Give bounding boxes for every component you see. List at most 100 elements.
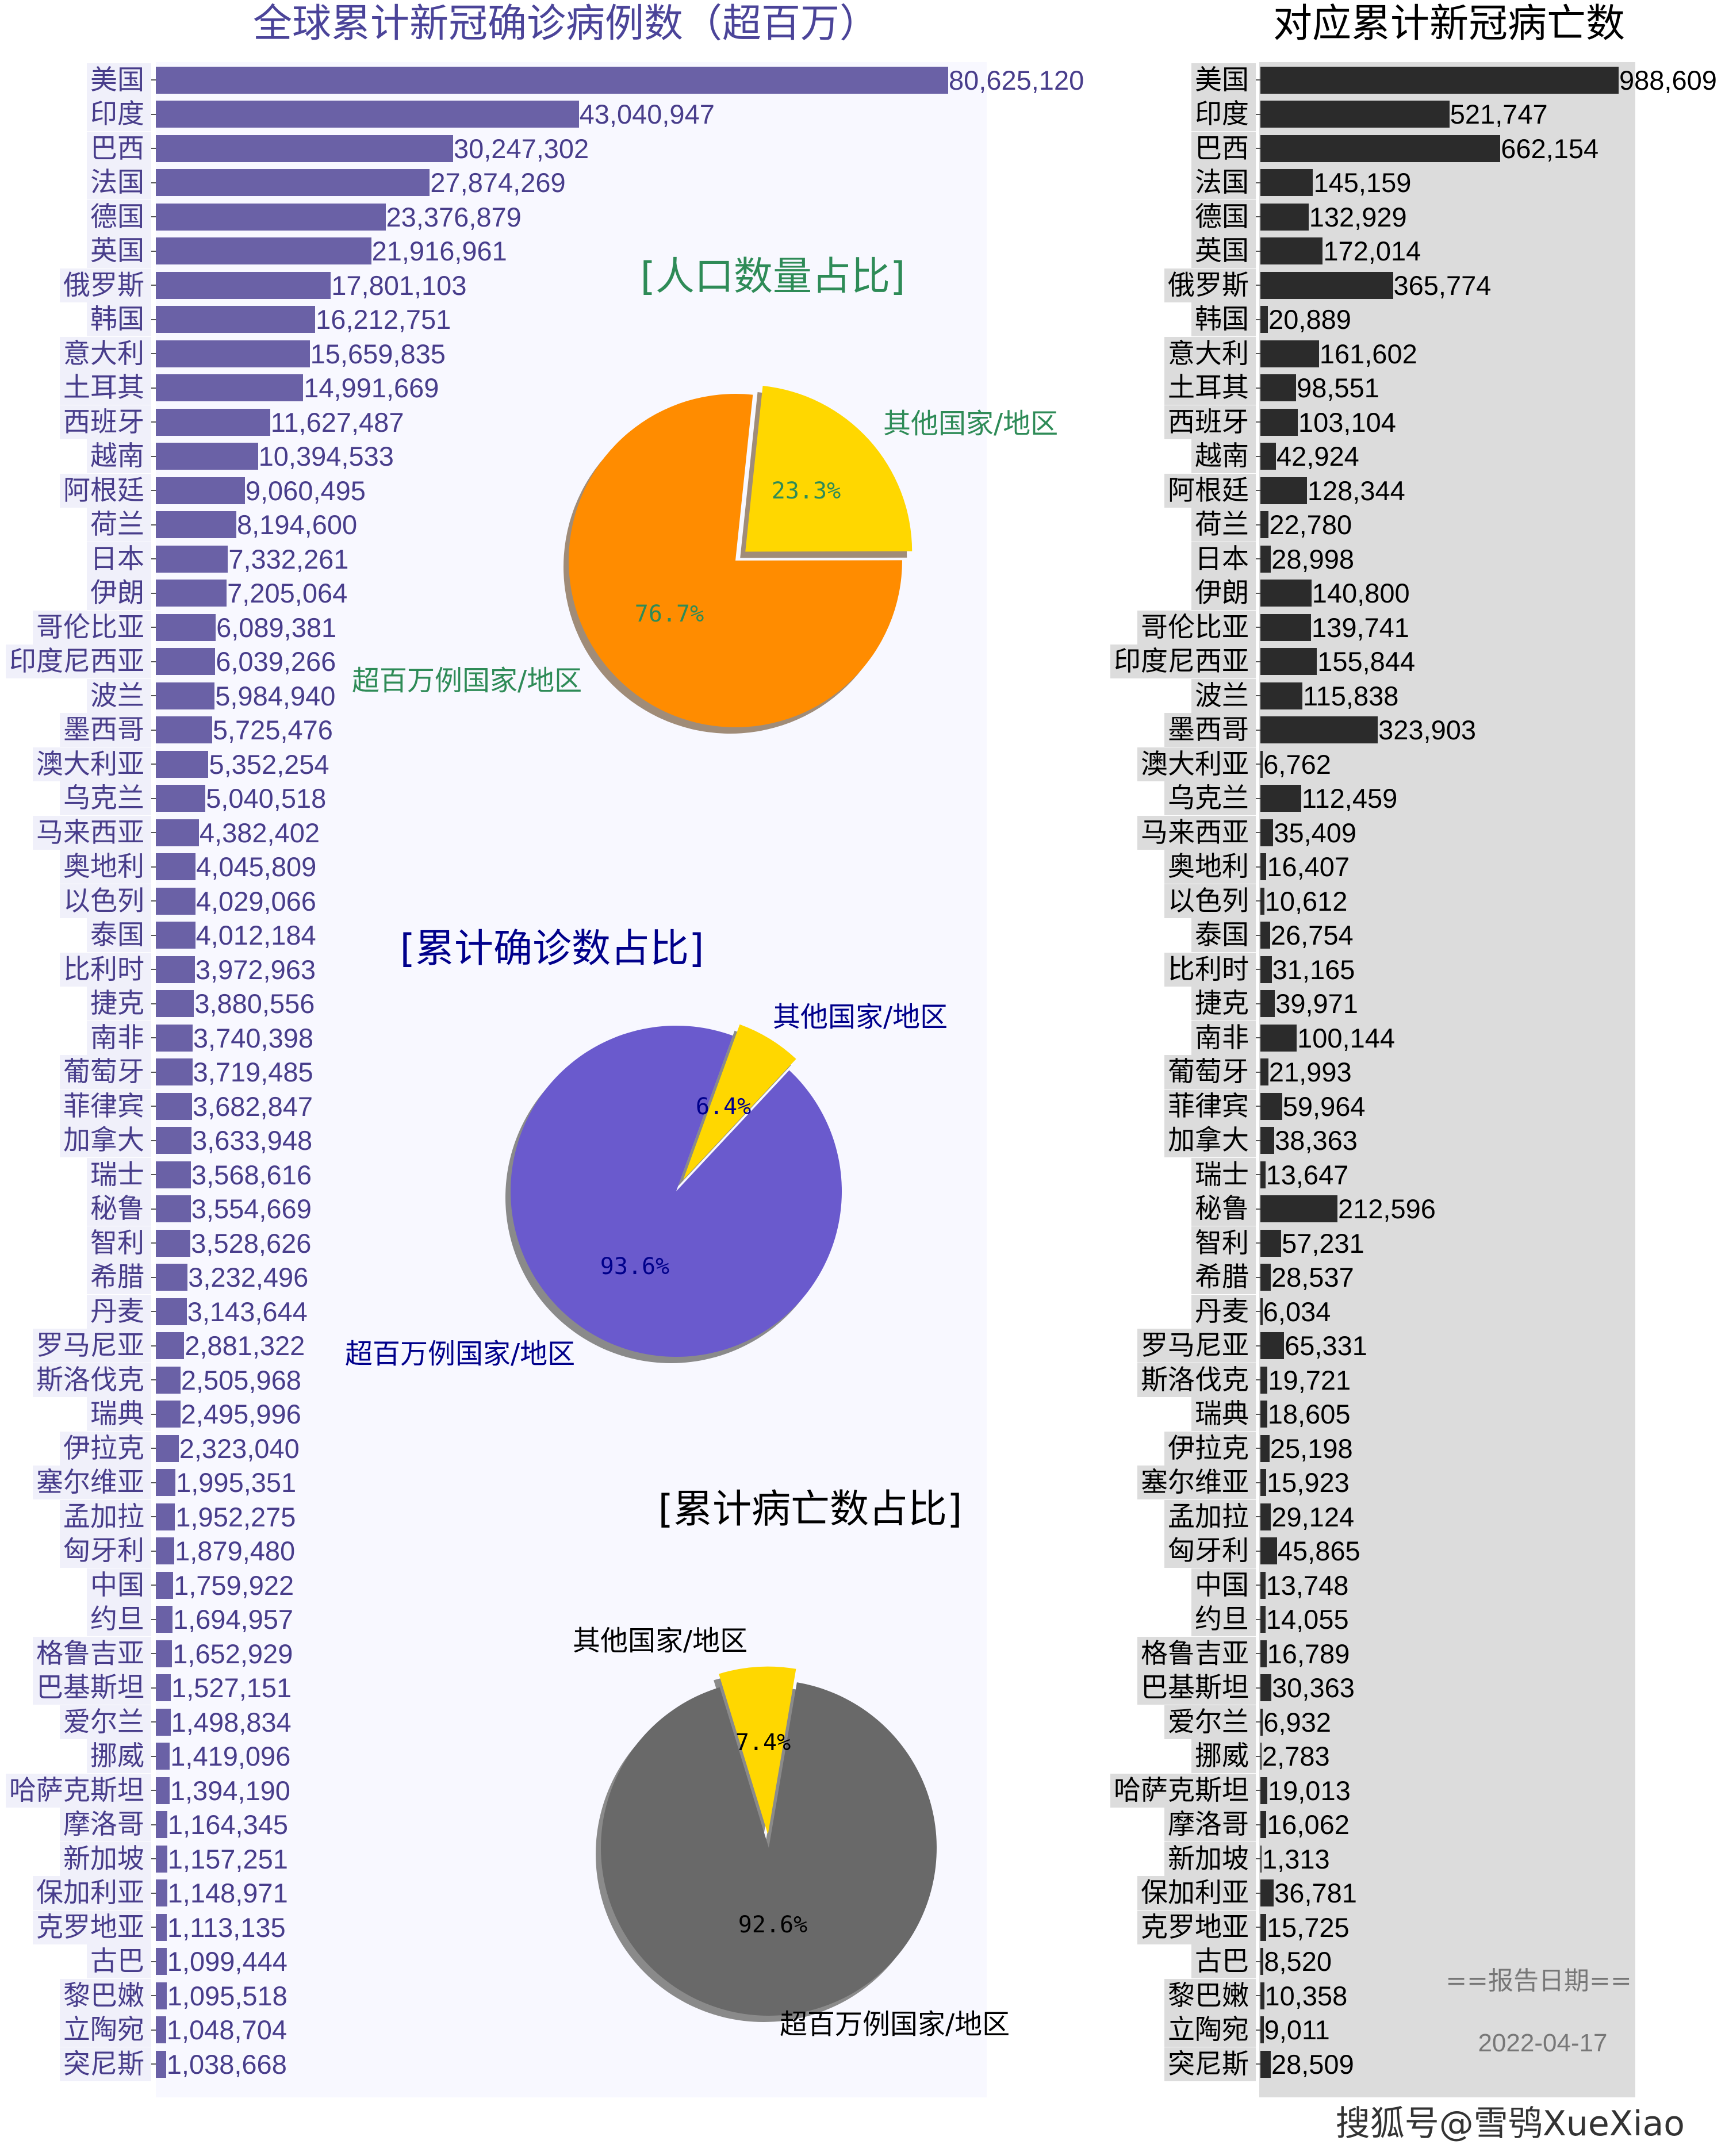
deaths-pie-label-other: 其他国家/地区 <box>573 1625 748 1657</box>
cases-category-label: 美国 <box>87 63 151 97</box>
deaths-value-label: 35,409 <box>1274 817 1357 848</box>
cases-tick <box>151 524 156 525</box>
cases-bar <box>156 1743 170 1770</box>
cases-category-label: 澳大利亚 <box>33 747 151 781</box>
deaths-tick <box>1256 1892 1260 1894</box>
deaths-value-label: 139,741 <box>1312 612 1409 643</box>
deaths-category-label: 乌克兰 <box>1164 781 1256 815</box>
deaths-category-label: 南非 <box>1191 1021 1256 1055</box>
cases-bar <box>156 2016 166 2043</box>
deaths-bar <box>1260 1127 1275 1154</box>
cases-category-label: 立陶宛 <box>60 2013 151 2047</box>
deaths-value-label: 28,537 <box>1271 1262 1354 1292</box>
deaths-category-label: 波兰 <box>1191 678 1256 713</box>
cases-value-label: 3,143,644 <box>187 1296 308 1327</box>
cases-value-label: 7,332,261 <box>228 543 349 574</box>
deaths-bar <box>1260 237 1323 264</box>
deaths-bar <box>1260 2050 1271 2078</box>
deaths-tick <box>1256 421 1260 423</box>
cases-category-label: 巴西 <box>87 131 151 166</box>
cases-tick <box>151 1858 156 1859</box>
cases-tick <box>151 1003 156 1004</box>
cases-tick <box>151 285 156 286</box>
deaths-category-label: 立陶宛 <box>1164 2013 1256 2047</box>
cases-tick <box>151 866 156 868</box>
deaths-category-label: 伊拉克 <box>1164 1431 1256 1466</box>
deaths-value-label: 6,932 <box>1263 1706 1331 1737</box>
deaths-category-label: 新加坡 <box>1164 1842 1256 1876</box>
deaths-value-label: 212,596 <box>1337 1194 1436 1224</box>
deaths-value-label: 145,159 <box>1313 167 1412 198</box>
deaths-value-label: 59,964 <box>1282 1091 1366 1122</box>
deaths-category-label: 以色列 <box>1164 884 1256 918</box>
deaths-bar <box>1260 1024 1297 1052</box>
deaths-tick <box>1256 1687 1260 1689</box>
deaths-tick <box>1256 1858 1260 1859</box>
cases-value-label: 7,205,064 <box>227 578 348 608</box>
cases-bar <box>156 1674 171 1701</box>
cases-category-label: 俄罗斯 <box>60 268 151 302</box>
cases-value-label: 1,148,971 <box>167 1878 288 1908</box>
cases-category-label: 斯洛伐克 <box>33 1363 151 1397</box>
cases-tick <box>151 1790 156 1791</box>
cases-category-label: 希腊 <box>87 1260 151 1294</box>
cases-value-label: 14,991,669 <box>304 373 439 403</box>
deaths-bar <box>1260 1640 1267 1667</box>
cases-value-label: 1,995,351 <box>176 1467 297 1498</box>
deaths-tick <box>1256 250 1260 252</box>
deaths-tick <box>1256 592 1260 594</box>
deaths-bar <box>1260 1571 1266 1599</box>
deaths-bar <box>1260 340 1319 367</box>
cases-tick <box>151 764 156 765</box>
deaths-tick <box>1256 2063 1260 2065</box>
cases-chart-title: 全球累计新冠确诊病例数（超百万） <box>252 1 879 47</box>
cases-category-label: 奥地利 <box>60 850 151 884</box>
cases-category-label: 约旦 <box>87 1602 151 1636</box>
deaths-category-label: 伊朗 <box>1191 576 1256 610</box>
cases-tick <box>151 558 156 559</box>
cases-value-label: 15,659,835 <box>310 338 446 369</box>
deaths-value-label: 521,747 <box>1450 99 1548 129</box>
cases-tick <box>151 969 156 970</box>
deaths-bar <box>1260 545 1271 573</box>
cases-bar <box>156 1811 167 1838</box>
cases-tick <box>151 1550 156 1552</box>
cases-bar <box>156 1092 192 1120</box>
deaths-category-label: 马来西亚 <box>1137 815 1256 850</box>
cases-tick <box>151 832 156 833</box>
cases-pie-pct-major: 93.6% <box>600 1253 670 1280</box>
deaths-bar <box>1260 1708 1263 1736</box>
deaths-bar <box>1260 1195 1337 1222</box>
cases-value-label: 4,045,809 <box>196 851 317 882</box>
population-pie-slice-major <box>569 394 902 728</box>
cases-value-label: 1,652,929 <box>172 1638 293 1669</box>
deaths-bar <box>1260 1469 1267 1496</box>
cases-pie-label-other: 其他国家/地区 <box>773 1001 948 1033</box>
deaths-value-label: 128,344 <box>1307 475 1405 506</box>
deaths-bar <box>1260 2016 1264 2043</box>
cases-value-label: 4,382,402 <box>199 817 320 848</box>
deaths-tick <box>1256 1618 1260 1620</box>
cases-tick <box>151 1379 156 1380</box>
cases-value-label: 3,554,669 <box>191 1194 312 1224</box>
report-date-heading: ==报告日期== <box>1446 1966 1632 1996</box>
deaths-value-label: 29,124 <box>1271 1501 1355 1532</box>
cases-bar <box>156 511 237 538</box>
cases-value-label: 2,323,040 <box>179 1433 300 1464</box>
deaths-tick <box>1256 1653 1260 1654</box>
cases-tick <box>151 1276 156 1278</box>
deaths-bar <box>1260 1845 1262 1873</box>
cases-tick <box>151 2029 156 2031</box>
deaths-bar <box>1260 1401 1267 1428</box>
cases-tick <box>151 1140 156 1141</box>
deaths-bar <box>1260 1948 1264 1975</box>
cases-bar <box>156 1640 172 1667</box>
cases-bar <box>156 613 216 641</box>
deaths-category-label: 格鲁吉亚 <box>1137 1636 1256 1671</box>
cases-category-label: 新加坡 <box>60 1842 151 1876</box>
cases-category-label: 黎巴嫩 <box>60 1978 151 2013</box>
cases-value-label: 5,984,940 <box>215 680 336 711</box>
cases-bar <box>156 203 386 231</box>
cases-bar <box>156 374 304 401</box>
